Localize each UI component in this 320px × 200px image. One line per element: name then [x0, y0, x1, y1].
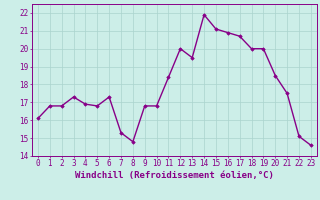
X-axis label: Windchill (Refroidissement éolien,°C): Windchill (Refroidissement éolien,°C): [75, 171, 274, 180]
